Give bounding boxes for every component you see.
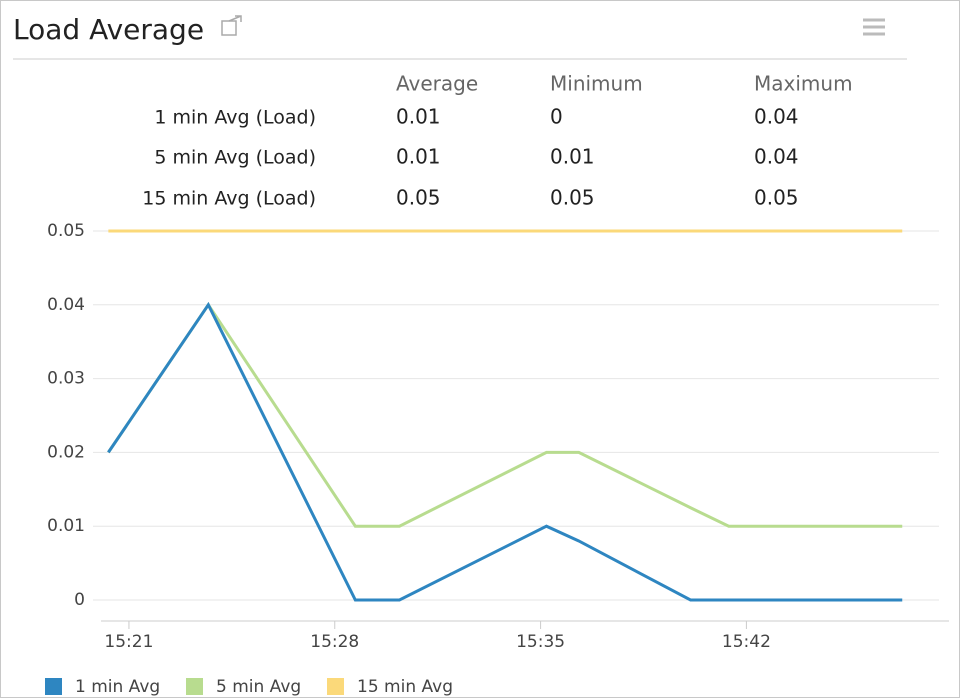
y-tick-label: 0.02 (47, 442, 85, 462)
column-header: Maximum (754, 72, 853, 96)
cell: 0.01 (396, 145, 441, 169)
series-line (107, 301, 903, 602)
cell: 0.01 (550, 145, 595, 169)
y-tick-label: 0 (74, 590, 85, 610)
y-tick-label: 0.05 (47, 221, 85, 241)
legend-swatch (186, 678, 203, 695)
legend-label: 15 min Avg (357, 677, 453, 697)
row-label: 5 min Avg (Load) (154, 147, 316, 169)
column-header: Average (396, 72, 478, 96)
legend-swatch (45, 678, 62, 695)
cell: 0.05 (550, 186, 595, 210)
y-tick-label: 0.04 (47, 295, 85, 315)
external-link-icon[interactable] (221, 15, 242, 36)
column-header: Minimum (550, 72, 643, 96)
cell: 0.04 (754, 145, 799, 169)
cell: 0.05 (754, 186, 799, 210)
legend-swatch (327, 678, 344, 695)
menu-icon[interactable] (863, 18, 885, 36)
legend-label: 1 min Avg (75, 677, 160, 697)
row-label: 1 min Avg (Load) (154, 107, 316, 129)
legend-label: 5 min Avg (216, 677, 301, 697)
series-line (107, 302, 903, 528)
x-tick-label: 15:28 (310, 632, 359, 652)
x-tick-label: 15:35 (516, 632, 565, 652)
row-label: 15 min Avg (Load) (142, 188, 316, 210)
x-tick-label: 15:21 (104, 632, 153, 652)
cell: 0.05 (396, 186, 441, 210)
cell: 0.01 (396, 105, 441, 129)
cell: 0 (550, 105, 563, 129)
x-tick-label: 15:42 (722, 632, 771, 652)
y-tick-label: 0.01 (47, 516, 85, 536)
cell: 0.04 (754, 105, 799, 129)
y-tick-label: 0.03 (47, 369, 85, 389)
widget-title: Load Average (13, 13, 204, 46)
